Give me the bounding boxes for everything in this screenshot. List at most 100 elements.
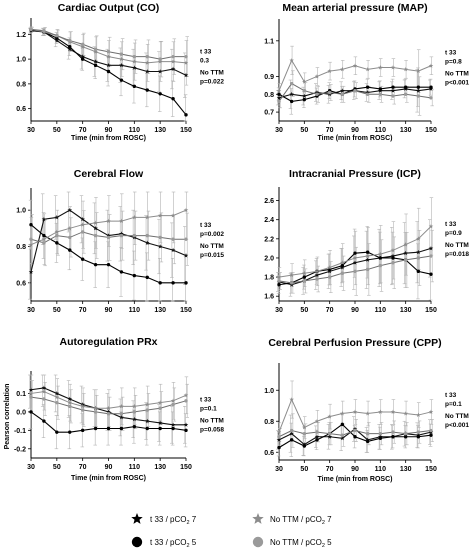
- data-point-star: [183, 207, 189, 213]
- data-point-star: [144, 215, 150, 220]
- data-point-star: [157, 213, 163, 218]
- x-tick-label: 150: [180, 307, 192, 314]
- data-point-circle: [340, 422, 345, 427]
- x-axis-label: Time (min from ROSC): [318, 476, 393, 483]
- data-point-star: [28, 391, 34, 396]
- data-point-circle: [315, 92, 319, 96]
- data-point-star: [54, 394, 60, 400]
- data-point-circle: [365, 250, 370, 254]
- data-point-star: [41, 389, 47, 394]
- data-point-star: [119, 231, 124, 236]
- stat-text: p=0.058: [200, 427, 224, 434]
- data-point-circle: [80, 230, 85, 234]
- data-point-star: [67, 207, 73, 213]
- y-axis-label: Pearson correlation: [4, 384, 11, 450]
- stat-text: t 33: [200, 49, 212, 56]
- chart-title: Cardiac Output (CO): [58, 2, 160, 14]
- data-point-star: [276, 274, 282, 280]
- legend-label: t 33 / pCO2 5: [150, 538, 197, 549]
- panels: Cardiac Output (CO) 30 50 70 90 110 130 150 0.6 0…: [4, 2, 469, 483]
- data-point-circle: [42, 397, 46, 401]
- data-point-circle: [391, 435, 395, 439]
- data-point-circle: [391, 85, 395, 89]
- data-point-circle: [340, 263, 345, 268]
- data-point-star: [93, 220, 98, 225]
- data-point-star: [183, 72, 189, 78]
- data-point-star: [170, 422, 176, 427]
- data-point-circle: [93, 47, 98, 51]
- data-point-circle: [171, 402, 175, 407]
- y-tick-label: 1.0: [16, 57, 26, 64]
- data-point-star: [119, 218, 124, 224]
- data-point-circle: [171, 97, 175, 101]
- data-point-star: [365, 411, 370, 416]
- data-point-star: [144, 418, 150, 424]
- data-point-circle: [55, 241, 59, 245]
- legend-circle-icon: [252, 536, 264, 548]
- stat-text: p=0.015: [200, 252, 224, 259]
- data-point-star: [378, 434, 383, 439]
- data-point-star: [28, 269, 34, 274]
- chart-panel: Cerebral Perfusion Pressure (CPP) 30 50 70 9…: [264, 337, 469, 483]
- data-point-star: [119, 403, 124, 409]
- x-tick-label: 110: [129, 127, 140, 134]
- data-point-circle: [353, 435, 357, 439]
- data-point-star: [352, 63, 358, 68]
- data-point-circle: [378, 436, 383, 440]
- data-point-circle: [132, 84, 137, 89]
- data-point-star: [119, 62, 124, 68]
- data-point-circle: [132, 273, 137, 278]
- data-point-circle: [277, 279, 281, 283]
- data-point-circle: [277, 283, 281, 287]
- data-point-circle: [365, 92, 370, 96]
- data-point-circle: [158, 281, 162, 285]
- stat-text: t 33: [445, 392, 457, 399]
- stat-text: p=0.9: [445, 230, 462, 237]
- data-point-circle: [289, 81, 294, 86]
- legend-item: No TTM / pCO2 5: [252, 536, 332, 549]
- data-point-star: [93, 59, 98, 64]
- legend-circle-icon: [131, 536, 143, 548]
- x-tick-label: 30: [27, 127, 35, 134]
- y-tick-label: 2.2: [264, 236, 274, 243]
- data-point-star: [327, 265, 332, 270]
- x-tick-label: 50: [53, 127, 61, 134]
- chart-panel: Cardiac Output (CO) 30 50 70 90 110 130 150 0.6 0…: [16, 2, 224, 142]
- data-point-circle: [302, 431, 307, 436]
- chart-panel: Intracranial Pressure (ICP) 30 50 70 90 110 13…: [264, 168, 469, 314]
- data-point-star: [41, 216, 47, 222]
- data-point-star: [170, 66, 176, 71]
- data-point-star: [302, 79, 307, 84]
- data-point-circle: [106, 69, 111, 74]
- data-point-circle: [378, 431, 383, 436]
- stat-text: t 33: [445, 49, 457, 56]
- chart-title: Cerebral Perfusion Pressure (CPP): [268, 337, 441, 349]
- data-point-circle: [145, 88, 149, 92]
- data-point-star: [132, 59, 137, 64]
- y-tick-label: -0.1: [14, 428, 26, 435]
- data-point-circle: [55, 33, 59, 38]
- data-point-star: [67, 400, 73, 405]
- data-point-star: [80, 216, 85, 222]
- data-point-star: [157, 244, 163, 249]
- x-axis-label: Time (min from ROSC): [71, 475, 146, 482]
- data-point-star: [132, 403, 137, 409]
- data-point-circle: [302, 275, 307, 279]
- data-point-circle: [378, 87, 383, 91]
- stat-text: p=0.1: [445, 401, 462, 408]
- x-tick-label: 130: [400, 466, 412, 473]
- data-point-star: [144, 240, 150, 245]
- data-point-circle: [132, 410, 137, 414]
- data-point-circle: [403, 92, 408, 96]
- data-point-star: [28, 242, 34, 247]
- data-point-star: [67, 225, 73, 231]
- data-point-circle: [429, 96, 433, 100]
- data-point-circle: [42, 28, 46, 33]
- data-point-circle: [416, 269, 421, 274]
- data-point-circle: [340, 92, 345, 96]
- data-point-star: [289, 431, 294, 436]
- data-point-star: [28, 387, 34, 392]
- stat-text: p=0.002: [200, 231, 224, 238]
- data-point-circle: [378, 256, 383, 260]
- data-point-circle: [184, 113, 188, 117]
